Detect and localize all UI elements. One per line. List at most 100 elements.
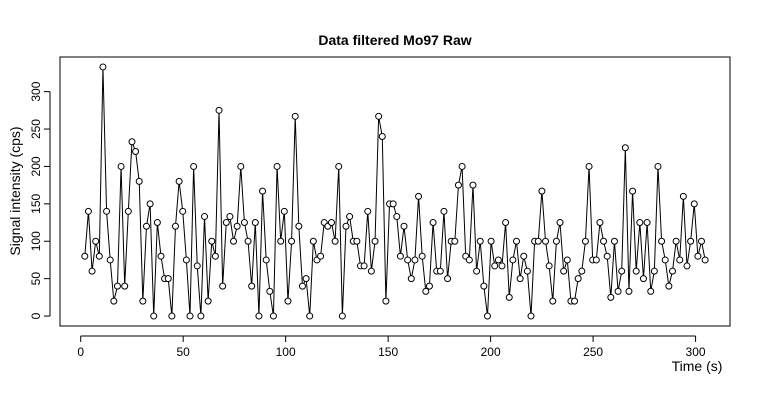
data-point [502,219,510,227]
data-point [676,256,684,264]
data-point [103,207,111,215]
data-point [585,162,593,170]
data-point [273,162,281,170]
data-point [113,282,121,290]
data-point [494,256,502,264]
data-point [556,219,564,227]
data-point [211,252,219,260]
data-point [255,312,263,320]
data-point [451,237,459,245]
data-point [135,177,143,185]
data-point [574,275,582,283]
data-point [237,162,245,170]
data-point [654,162,662,170]
y-tick-label: 0 [29,312,43,319]
data-point [367,267,375,275]
data-point [614,287,622,295]
data-point [251,219,259,227]
data-point [266,287,274,295]
data-point [563,256,571,264]
data-point [639,275,647,283]
data-point [288,237,296,245]
data-point [331,237,339,245]
data-point [643,219,651,227]
data-point [596,219,604,227]
data-point [360,262,368,270]
data-point [520,252,528,260]
data-point [444,275,452,283]
data-point [476,237,484,245]
data-point [679,192,687,200]
data-point [171,222,179,230]
data-point [110,297,118,305]
data-point [650,267,658,275]
chart-title: Data filtered Mo97 Raw [318,32,471,48]
data-point [121,282,129,290]
data-point [621,144,629,152]
data-point [400,222,408,230]
data-point [150,312,158,320]
data-point [683,262,691,270]
x-tick-label: 150 [378,345,398,359]
data-point [407,275,415,283]
data-point [454,181,462,189]
data-point [124,207,132,215]
x-tick-label: 200 [481,345,501,359]
data-point [668,267,676,275]
data-point [302,275,310,283]
data-point [375,112,383,120]
data-point [647,287,655,295]
data-point [389,200,397,208]
data-point [491,262,499,270]
data-point [142,222,150,230]
data-point [694,252,702,260]
data-point [182,256,190,264]
data-point [581,237,589,245]
data-point [291,112,299,120]
data-point [230,237,238,245]
y-tick-label: 150 [29,194,43,214]
data-point [701,256,709,264]
y-tick-label: 100 [29,231,43,251]
y-axis-label: Signal intensity (cps) [7,126,23,255]
data-point [465,256,473,264]
data-point [99,63,107,71]
data-point [338,312,346,320]
data-point [498,262,506,270]
data-point [698,237,706,245]
data-point [690,200,698,208]
data-point [578,267,586,275]
data-point [269,312,277,320]
data-point [625,287,633,295]
data-point [545,262,553,270]
data-point [632,267,640,275]
data-point [153,219,161,227]
data-point [371,237,379,245]
data-point [335,162,343,170]
data-point [259,187,267,195]
data-point [317,252,325,260]
data-point [248,282,256,290]
data-point [95,252,103,260]
data-point [592,256,600,264]
data-point [132,147,140,155]
data-point [618,267,626,275]
data-point [244,237,252,245]
y-tick-label: 200 [29,156,43,176]
data-point [411,256,419,264]
data-point [277,237,285,245]
plot-frame [59,56,731,327]
data-point [527,312,535,320]
data-point [436,267,444,275]
data-point [473,267,481,275]
data-point [146,200,154,208]
data-point [128,138,136,146]
data-point [610,237,618,245]
data-point [215,106,223,114]
data-point [512,237,520,245]
data-point [415,192,423,200]
data-point [204,297,212,305]
data-point [483,312,491,320]
data-point [629,187,637,195]
